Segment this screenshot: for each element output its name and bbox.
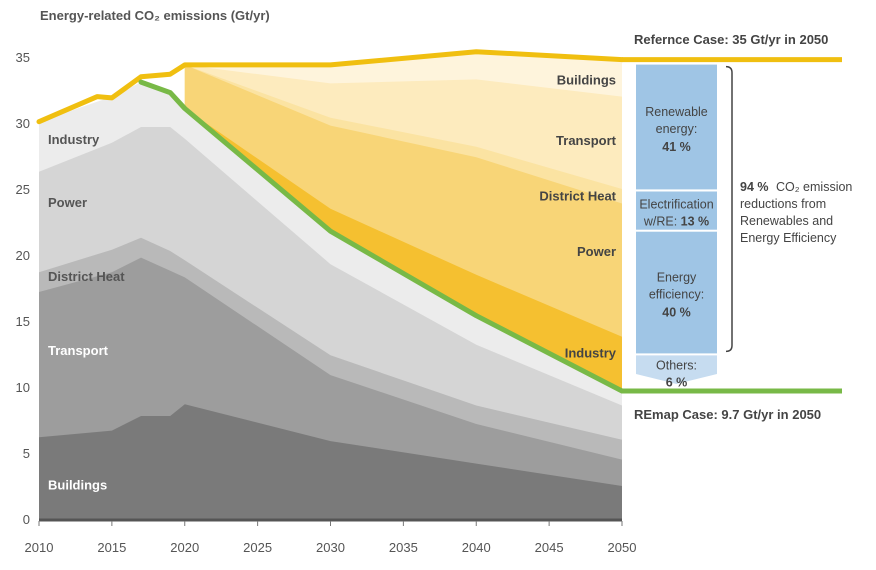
- breakdown-label: w/RE: 13 %: [643, 215, 709, 229]
- breakdown-value: 13 %: [681, 215, 710, 229]
- right-sector-label: Power: [577, 244, 616, 259]
- x-tick-label: 2020: [170, 540, 199, 555]
- chart-title: Energy-related CO₂ emissions (Gt/yr): [40, 8, 270, 23]
- reference-case-line: [36, 49, 625, 125]
- breakdown-segment-others: [636, 355, 717, 384]
- y-tick-label: 0: [23, 512, 30, 527]
- bracket-note-line: CO₂ emission: [776, 180, 852, 194]
- y-tick-label: 10: [16, 380, 30, 395]
- breakdown-label: efficiency:: [649, 288, 704, 302]
- bracket-note-line: reductions from: [740, 197, 826, 211]
- right-sector-label: District Heat: [539, 189, 616, 204]
- case-lines: [36, 49, 842, 394]
- y-tick-label: 20: [16, 248, 30, 263]
- breakdown-segment: [636, 64, 717, 190]
- y-tick-label: 25: [16, 182, 30, 197]
- breakdown-segment: [636, 231, 717, 354]
- left-sector-label: District Heat: [48, 269, 125, 284]
- x-tick-label: 2010: [25, 540, 54, 555]
- x-tick-label: 2015: [97, 540, 126, 555]
- breakdown-value: 40 %: [662, 306, 691, 320]
- bracket-note: 94 % CO₂ emission reductions from Renewa…: [740, 180, 856, 245]
- y-tick-label: 15: [16, 314, 30, 329]
- reduction-bracket: [725, 65, 733, 353]
- breakdown-value: 6 %: [666, 375, 688, 389]
- bracket-note-lead: 94 %: [740, 180, 769, 194]
- remap-case-line: [138, 79, 625, 394]
- x-tick-label: 2050: [608, 540, 637, 555]
- left-sector-label: Buildings: [48, 478, 107, 493]
- bracket-note-line: Energy Efficiency: [740, 231, 837, 245]
- reference-case-label: Refernce Case: 35 Gt/yr in 2050: [634, 32, 828, 47]
- right-sector-label: Industry: [565, 346, 617, 361]
- x-tick-label: 2025: [243, 540, 272, 555]
- breakdown-label: Renewable: [645, 105, 708, 119]
- breakdown-label: energy:: [656, 122, 698, 136]
- axes: 2010 2015 2020 2025 2030 2035 2040 2045 20500510…: [16, 50, 637, 555]
- breakdown-label: Others:: [656, 358, 697, 372]
- breakdown-label: Energy: [657, 271, 697, 285]
- breakdown-value: 41 %: [662, 140, 691, 154]
- right-sector-label: Transport: [556, 133, 617, 148]
- y-tick-label: 30: [16, 116, 30, 131]
- remap-case-label: REmap Case: 9.7 Gt/yr in 2050: [634, 407, 821, 422]
- bracket-note-line: Renewables and: [740, 214, 833, 228]
- sector-labels: Industry Power District Heat Transport Build…: [48, 72, 617, 492]
- left-sector-label: Power: [48, 195, 87, 210]
- area-layers: [39, 51, 623, 520]
- right-sector-label: Buildings: [557, 72, 616, 87]
- x-tick-label: 2030: [316, 540, 345, 555]
- y-tick-label: 5: [23, 446, 30, 461]
- remap-area-industry: [39, 404, 622, 519]
- x-tick-label: 2035: [389, 540, 418, 555]
- reference-area-industry: [184, 108, 623, 391]
- y-tick-label: 35: [16, 50, 30, 65]
- reduction-breakdown: Renewable energy: 41 % Electrification w/RE:…: [636, 64, 733, 389]
- breakdown-segment: [636, 191, 717, 230]
- breakdown-label: Electrification: [639, 198, 713, 212]
- left-sector-label: Transport: [48, 343, 109, 358]
- x-tick-label: 2045: [535, 540, 564, 555]
- breakdown-label-text: w/RE:: [643, 215, 681, 229]
- left-sector-label: Industry: [48, 132, 100, 147]
- x-tick-label: 2040: [462, 540, 491, 555]
